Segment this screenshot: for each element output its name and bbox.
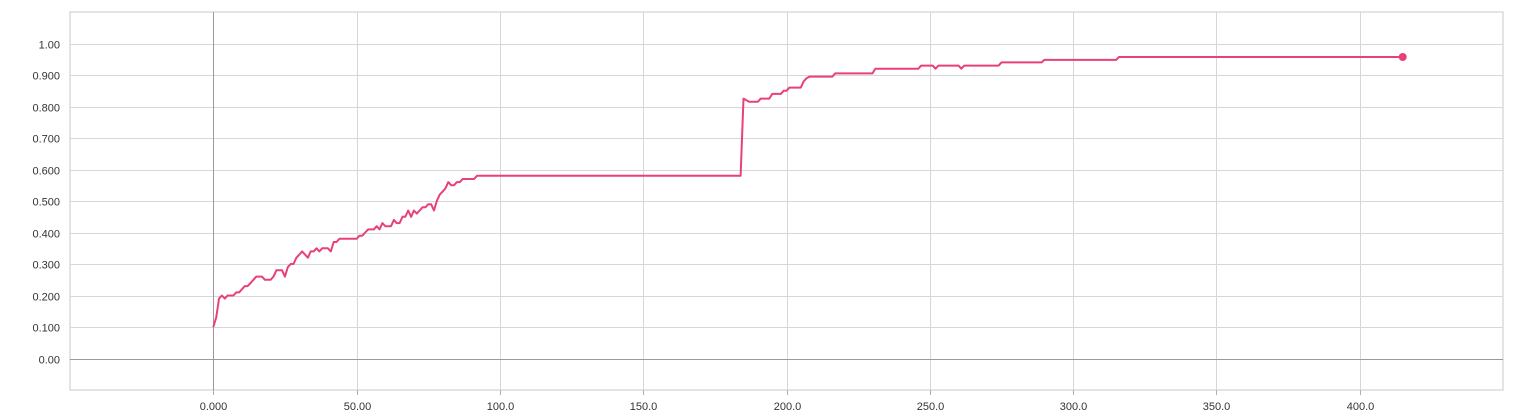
y-tick-label: 0.200 bbox=[32, 292, 60, 304]
y-tick-label: 0.800 bbox=[32, 103, 60, 115]
y-tick-label: 0.900 bbox=[32, 71, 60, 83]
series-end-point[interactable] bbox=[1398, 53, 1407, 61]
y-tick-label: 0.700 bbox=[32, 134, 60, 146]
y-tick-label: 0.500 bbox=[32, 197, 60, 209]
x-tick-label: 300.0 bbox=[1060, 401, 1088, 413]
x-tick-label: 100.0 bbox=[487, 401, 515, 413]
x-tick-label: 150.0 bbox=[630, 401, 658, 413]
series-line bbox=[212, 56, 1403, 328]
x-tick-label: 50.00 bbox=[344, 401, 372, 413]
x-tick-label: 400.0 bbox=[1347, 401, 1375, 413]
x-tick-label: 0.000 bbox=[200, 401, 228, 413]
y-tick-label: 1.00 bbox=[39, 40, 60, 52]
x-tick-label: 200.0 bbox=[774, 401, 802, 413]
y-tick-label: 0.600 bbox=[32, 166, 60, 178]
y-tick-label: 0.300 bbox=[32, 260, 60, 272]
axis-layer bbox=[70, 12, 1503, 395]
y-tick-label: 0.00 bbox=[39, 355, 60, 367]
grid-layer bbox=[69, 11, 1504, 391]
x-tick-label: 350.0 bbox=[1203, 401, 1231, 413]
x-tick-label: 250.0 bbox=[917, 401, 945, 413]
tick-labels: 0.00 0.100 0.200 0.300 0.400 0.500 0.600 0.700 0… bbox=[32, 40, 1374, 414]
y-tick-label: 0.100 bbox=[32, 323, 60, 335]
y-tick-label: 0.400 bbox=[32, 229, 60, 241]
series-layer bbox=[212, 53, 1407, 328]
